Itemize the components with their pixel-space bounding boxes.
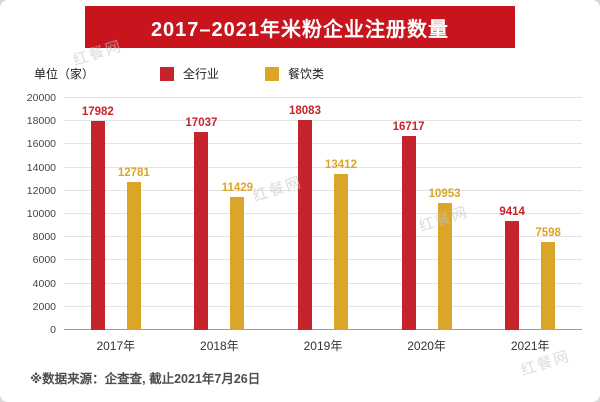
bar-group: 16717 10953 [375,98,479,330]
unit-label: 单位（家） [34,67,95,81]
y-axis-tick-label: 12000 [26,184,56,197]
bar-value-label: 11429 [221,182,254,195]
y-axis-tick-label: 0 [50,324,56,336]
bar-wrapper: 10953 [429,98,461,330]
page-title: 2017–2021年米粉企业注册数量 [150,18,450,41]
bar-group: 17982 12781 [64,98,168,330]
bar [126,181,141,330]
bar [437,202,452,330]
meta-row: 单位（家） 全行业 餐饮类 [34,65,600,82]
bar-group: 18083 13412 [271,98,375,330]
legend-swatch [160,66,175,81]
x-axis-tick-label: 2021年 [510,339,550,353]
legend-label: 全行业 [183,67,220,81]
data-source-note: ※数据来源：企查查, 截止2021年7月26日 [30,372,261,386]
bar-wrapper: 12781 [118,98,150,330]
gridline [64,189,582,191]
bar [505,220,520,330]
bar-wrapper: 13412 [325,98,357,330]
bar-wrapper: 18083 [289,98,321,330]
bar-wrapper: 16717 [393,98,425,330]
legend-item-1: 餐饮类 [265,65,324,82]
bar-value-label: 17982 [81,106,114,119]
gridline [64,97,582,98]
x-axis-tick-label: 2020年 [407,339,446,353]
legend: 全行业 餐饮类 [160,65,324,82]
bar-value-label: 13412 [325,159,357,172]
bar-value-label: 18083 [289,105,321,118]
y-axis-tick-label: 16000 [26,138,56,151]
bar-wrapper: 7598 [535,98,561,330]
x-axis-tick-label: 2019年 [303,339,343,353]
bar-wrapper: 17982 [82,98,114,330]
bar-value-label: 9414 [499,205,525,218]
bar [230,197,245,330]
y-axis-tick-label: 6000 [32,254,56,267]
bar [541,241,556,330]
chart-title-banner: 2017–2021年米粉企业注册数量 [85,6,515,48]
y-axis-tick-label: 2000 [32,300,56,313]
gridline [64,143,582,145]
bar-groups: 17982 12781 17037 11429 18083 13412 16717 10953… [64,98,582,330]
bar [297,120,312,330]
bar [401,136,416,330]
bar-wrapper: 9414 [499,98,525,330]
gridline [64,329,582,330]
bar-wrapper: 11429 [222,98,253,330]
y-axis-tick-label: 8000 [32,231,56,244]
gridline [64,305,582,307]
bar-group: 17037 11429 [168,98,272,330]
legend-swatch [265,66,280,81]
y-axis-tick-label: 4000 [32,277,56,290]
bar-wrapper: 17037 [185,98,217,330]
bar [194,132,209,330]
x-axis-tick-label: 2018年 [200,339,239,353]
y-axis-tick-label: 14000 [26,161,56,174]
bar-group: 9414 7598 [478,98,582,330]
bar-value-label: 17037 [185,117,218,130]
gridline [64,213,582,214]
gridline [64,282,582,284]
gridline [64,259,582,261]
gridline [64,236,582,238]
bar-value-label: 12781 [117,166,150,179]
y-axis-tick-label: 10000 [26,208,56,220]
bar [333,174,348,330]
bar-chart: 0 2000 4000 6000 8000 10000 12000 14000 16000 180… [27,92,582,336]
legend-item-0: 全行业 [160,65,219,82]
y-axis-tick-label: 20000 [26,92,56,104]
gridline [64,166,582,168]
legend-label: 餐饮类 [288,67,325,81]
y-axis-tick-label: 18000 [26,115,56,128]
bar-value-label: 16717 [392,121,425,134]
x-axis-tick-label: 2017年 [96,339,136,353]
bar-value-label: 7598 [535,226,561,239]
x-axis-labels: 2017年 2018年 2019年 2020年 2021年 [64,337,582,354]
bar [90,121,105,330]
bar-value-label: 10953 [428,187,461,200]
gridline [64,120,582,122]
